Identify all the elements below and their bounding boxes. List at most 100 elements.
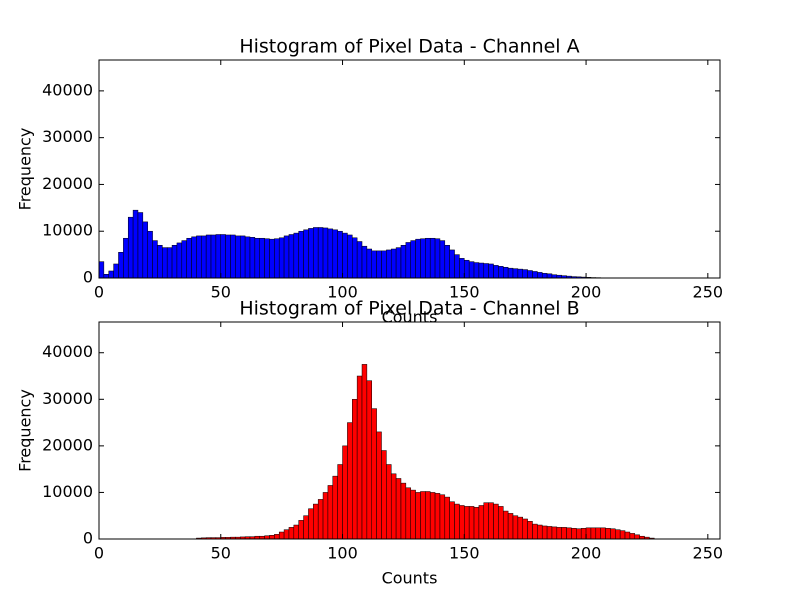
bar: [342, 445, 348, 540]
bar: [405, 242, 411, 279]
bar: [634, 534, 640, 540]
bar: [186, 237, 192, 279]
bar: [415, 238, 421, 279]
bar: [610, 528, 616, 540]
bar: [390, 248, 397, 279]
bar: [123, 237, 129, 279]
bar: [274, 238, 280, 279]
bar: [269, 535, 275, 540]
bar: [205, 234, 212, 279]
bar: [201, 235, 207, 279]
bar: [527, 270, 533, 279]
bar: [356, 241, 363, 279]
bar: [410, 240, 416, 279]
bar: [473, 262, 480, 279]
bar: [303, 515, 309, 540]
bar: [356, 375, 363, 540]
bar: [468, 506, 475, 540]
x-tick-label: 50: [211, 544, 231, 563]
bar: [113, 263, 119, 279]
bar: [585, 527, 592, 540]
x-tick-label: 200: [571, 544, 602, 563]
bar: [395, 247, 402, 279]
bar: [439, 494, 446, 540]
bar: [454, 503, 460, 540]
bar: [493, 503, 499, 540]
bar: [254, 237, 260, 279]
y-tick-label: 30000: [42, 127, 93, 146]
bar: [571, 528, 577, 540]
bar: [541, 525, 548, 540]
bar: [415, 492, 421, 540]
bar: [152, 240, 158, 279]
bar: [176, 242, 183, 279]
bar: [410, 489, 416, 540]
bar: [420, 491, 426, 540]
x-tick-label: 150: [449, 283, 480, 302]
bar: [142, 221, 148, 279]
bar: [181, 240, 187, 279]
bar: [235, 235, 241, 279]
bar: [590, 527, 597, 540]
y-tick-label: 40000: [42, 342, 93, 361]
y-tick-label: 0: [83, 268, 93, 287]
bar: [327, 228, 334, 279]
bar: [395, 478, 402, 540]
bar: [347, 422, 353, 540]
bar: [313, 503, 319, 540]
bar: [283, 235, 290, 279]
bar: [507, 267, 514, 279]
bar: [425, 491, 431, 540]
bar: [459, 258, 465, 279]
bar: [449, 249, 455, 279]
bar: [166, 247, 173, 279]
bar: [196, 235, 202, 279]
axes-frame: [98, 59, 721, 279]
bar: [366, 380, 373, 540]
bar: [103, 274, 109, 279]
bar: [498, 266, 504, 279]
bar: [522, 518, 528, 540]
bar: [162, 247, 168, 279]
bar: [376, 250, 382, 279]
chart-title: Histogram of Pixel Data - Channel A: [239, 36, 579, 58]
bar: [352, 399, 358, 540]
bar: [332, 475, 338, 540]
bar: [371, 250, 377, 279]
bar: [225, 234, 231, 279]
bar: [503, 266, 509, 279]
bar: [444, 245, 450, 279]
chart-title: Histogram of Pixel Data - Channel B: [239, 298, 579, 320]
bar: [400, 482, 407, 540]
bar: [488, 502, 494, 540]
y-tick-label: 20000: [42, 174, 93, 193]
bar: [337, 464, 343, 540]
x-tick-label: 200: [571, 283, 602, 302]
bar: [244, 236, 251, 279]
bar: [478, 262, 485, 279]
bar: [473, 507, 480, 540]
bar: [512, 268, 519, 279]
bar: [215, 234, 222, 279]
bar: [464, 506, 470, 540]
y-tick-label: 10000: [42, 221, 93, 240]
x-tick-label: 150: [449, 544, 480, 563]
bar: [532, 271, 538, 279]
bar: [210, 234, 217, 279]
bar: [259, 237, 265, 279]
bar: [249, 237, 256, 279]
axes-frame: [98, 321, 721, 540]
bar: [420, 238, 426, 279]
bar: [288, 527, 295, 540]
bar: [566, 527, 572, 540]
bar: [400, 245, 407, 279]
bar: [390, 473, 397, 540]
bar: [425, 237, 431, 279]
x-tick-label: 250: [693, 283, 724, 302]
bar: [522, 269, 528, 279]
bar: [327, 485, 334, 540]
bar: [512, 515, 519, 540]
bar: [147, 230, 153, 279]
bar: [308, 508, 314, 540]
bar: [551, 526, 558, 540]
